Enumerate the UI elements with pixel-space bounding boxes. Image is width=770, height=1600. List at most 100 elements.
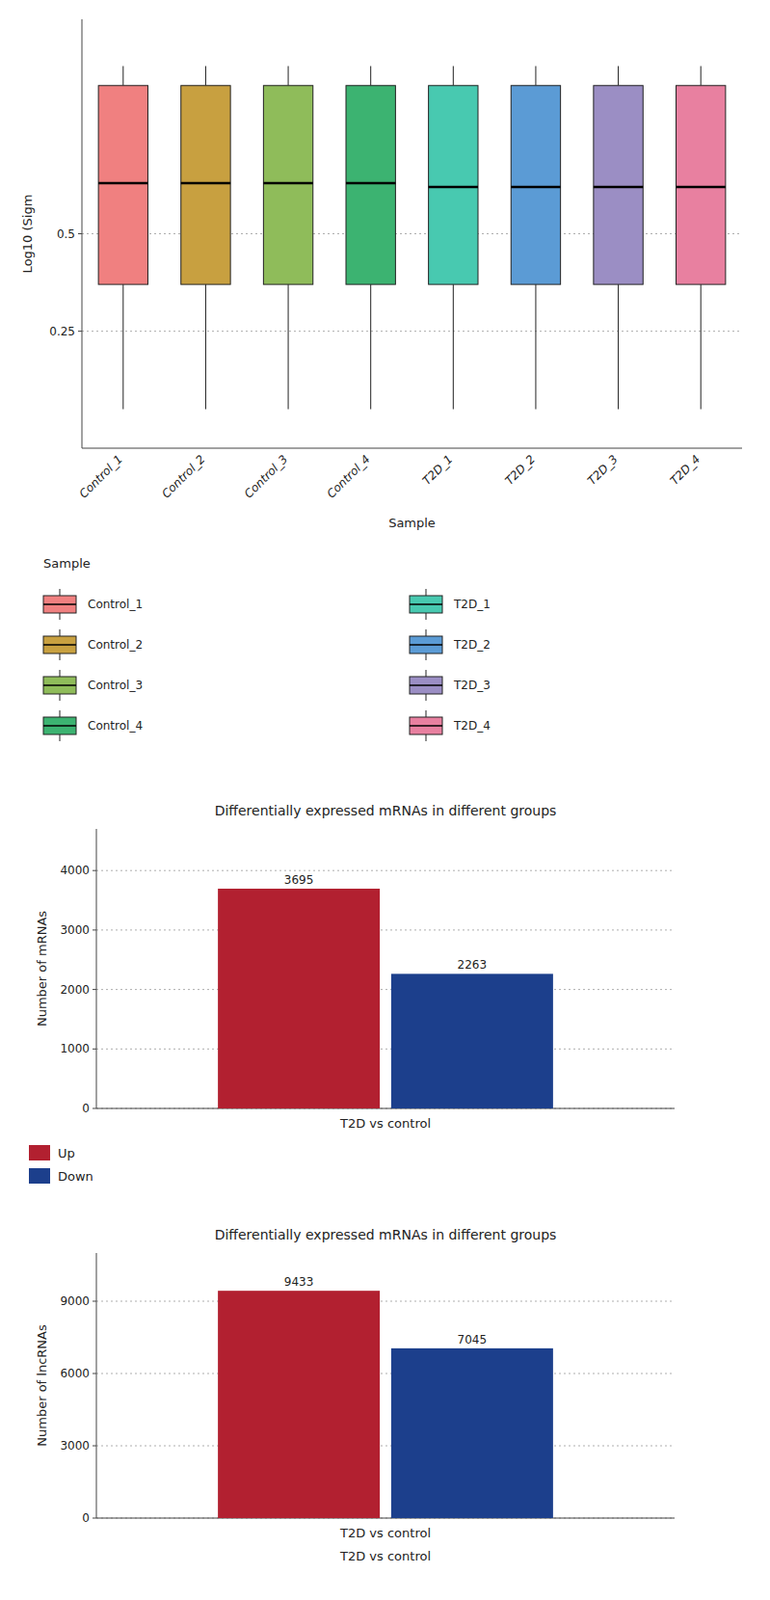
legend-swatch — [409, 595, 443, 613]
tick-label: 3000 — [59, 1438, 90, 1453]
tick-label: 1000 — [59, 1041, 90, 1056]
legend-median — [409, 724, 443, 727]
tick-label: Control_4 — [323, 451, 372, 501]
tick-label: 0 — [81, 1511, 90, 1525]
gridline — [96, 1517, 675, 1519]
bar — [391, 973, 554, 1109]
tick-label: T2D_1 — [420, 451, 456, 488]
gridline — [96, 1108, 675, 1110]
tick-label: T2D_3 — [584, 451, 621, 488]
y-axis-line — [81, 19, 83, 449]
gridline — [96, 1048, 675, 1050]
whisker-low — [617, 284, 619, 409]
whisker-high — [288, 66, 290, 86]
whisker-high — [534, 66, 536, 86]
legend-median — [43, 724, 77, 727]
box — [428, 85, 478, 285]
gridline — [96, 870, 675, 872]
bar-chart: 01000200030004000Number of mRNAsDifferen… — [34, 802, 675, 1131]
y-axis-label: Log10 (Sigm — [20, 194, 35, 274]
legend-median — [43, 643, 77, 646]
bar — [217, 888, 380, 1109]
tick-mark — [92, 1048, 97, 1050]
legend-entry: T2D_2 — [452, 637, 491, 652]
tick-label: T2D_2 — [502, 451, 538, 488]
chart-title: Differentially expressed mRNAs in differ… — [214, 802, 558, 819]
legend-entry: Control_3 — [87, 678, 143, 692]
chart-title: Differentially expressed mRNAs in differ… — [214, 1226, 558, 1243]
whisker-high — [122, 66, 124, 86]
bar — [391, 1348, 554, 1518]
tick-label: 0.25 — [49, 324, 76, 339]
tick-mark — [92, 929, 97, 930]
box — [98, 85, 148, 285]
gridline — [81, 330, 743, 332]
tick-label: 9000 — [59, 1294, 90, 1308]
marks — [217, 1290, 554, 1518]
y-axis-label: Number of lncRNAs — [34, 1324, 50, 1447]
whisker-high — [370, 66, 372, 86]
tick-label: T2D vs control — [339, 1525, 431, 1540]
legend-entry: T2D_3 — [452, 678, 491, 692]
tick-mark — [92, 988, 97, 990]
marks — [217, 888, 554, 1109]
legend-median — [43, 603, 77, 606]
box — [510, 85, 560, 285]
tick-mark — [78, 233, 82, 235]
whisker-low — [205, 284, 207, 409]
tick-label: 0 — [81, 1101, 90, 1116]
whisker-high — [617, 66, 619, 86]
y-axis-line — [96, 828, 98, 1109]
whisker-high — [205, 66, 207, 86]
median — [593, 185, 643, 189]
whisker-high — [700, 66, 702, 86]
box — [181, 85, 231, 285]
legend-entry: Up — [57, 1145, 76, 1161]
tick-label: T2D_4 — [667, 451, 704, 488]
data-label: 9433 — [284, 1274, 315, 1289]
legend-entry: Down — [57, 1168, 94, 1184]
tick-label: Control_2 — [159, 451, 208, 501]
tick-mark — [92, 1373, 97, 1375]
x-axis-line — [96, 1108, 675, 1110]
data-label: 7045 — [457, 1332, 488, 1347]
legend-swatch — [43, 636, 77, 654]
legend-entry: Control_1 — [87, 597, 143, 611]
whisker-low — [288, 284, 290, 409]
tick-mark — [92, 870, 97, 872]
x-axis-label: Sample — [388, 515, 436, 531]
tick-mark — [92, 1517, 97, 1519]
median — [510, 185, 560, 189]
legend-swatch — [28, 1168, 51, 1184]
tick-label: 2000 — [59, 982, 90, 997]
whisker-high — [452, 66, 454, 86]
tick-label: 6000 — [59, 1366, 90, 1381]
data-labels: 36952263 — [284, 873, 487, 972]
legend-swatch — [409, 636, 443, 654]
legend-entry: Control_4 — [87, 718, 143, 733]
y-axis-line — [96, 1252, 98, 1518]
whisker-low — [700, 284, 702, 409]
tick-label: Control_1 — [77, 451, 126, 501]
gridline — [96, 1373, 675, 1375]
whisker-low — [122, 284, 124, 409]
tick-mark — [92, 1445, 97, 1447]
legend-swatch — [409, 676, 443, 694]
legend: Up Down — [28, 1144, 94, 1184]
tick-label: 0.5 — [56, 227, 76, 241]
legend-swatch — [43, 676, 77, 694]
tick-label: 4000 — [59, 863, 90, 877]
legend-median — [409, 643, 443, 646]
median — [345, 182, 396, 186]
legend-swatch — [28, 1144, 51, 1161]
legend-entry: T2D_4 — [452, 718, 491, 733]
median — [676, 185, 726, 189]
legend-swatch — [43, 595, 77, 613]
whisker-low — [534, 284, 536, 409]
tick-mark — [92, 1108, 97, 1110]
legend-entry: T2D_1 — [452, 597, 491, 611]
median — [263, 182, 313, 186]
tick-mark — [92, 1301, 97, 1302]
tick-mark — [78, 330, 82, 332]
legend-swatch — [409, 716, 443, 735]
